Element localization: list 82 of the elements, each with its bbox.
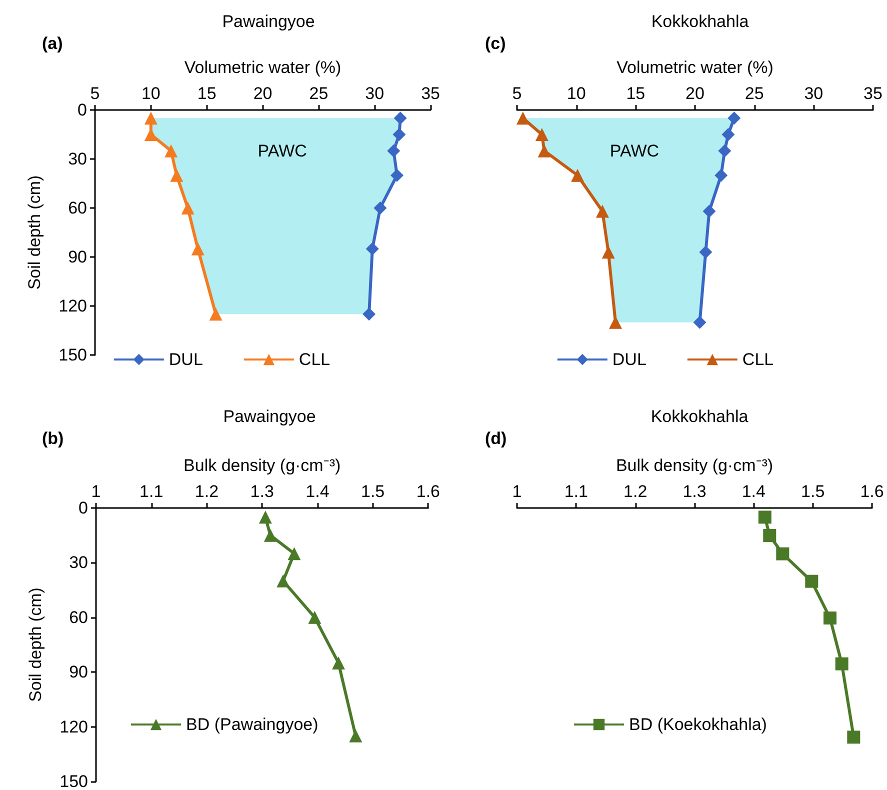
- x-tick-label: 1.4: [306, 482, 330, 501]
- legend-label: CLL: [742, 350, 774, 369]
- legend-label: BD (Pawaingyoe): [186, 715, 318, 734]
- y-axis-title: Soil depth (cm): [25, 175, 44, 290]
- point: [718, 144, 732, 158]
- x-tick-label: 10: [141, 84, 160, 103]
- x-tick-label: 1.6: [416, 482, 440, 501]
- y-tick-label: 0: [78, 100, 87, 120]
- point: [516, 112, 530, 125]
- y-tick-label: 150: [60, 772, 88, 790]
- y-tick-label: 90: [68, 248, 87, 266]
- x-tick-label: 1.3: [250, 482, 274, 501]
- y-tick-label: 60: [69, 608, 88, 627]
- x-tick-label: 5: [90, 84, 100, 103]
- x-tick-label: 30: [365, 84, 384, 103]
- y-tick-label: 150: [58, 346, 87, 364]
- point: [722, 128, 735, 141]
- point: [571, 168, 584, 182]
- chart-title: Pawaingyoe: [223, 407, 316, 426]
- x-tick-label: 35: [421, 84, 440, 103]
- chart-title: Kokkokhahla: [651, 12, 750, 31]
- point: [776, 547, 790, 560]
- point: [602, 246, 615, 259]
- y-tick-label: 30: [68, 150, 87, 168]
- text: (b): [42, 429, 64, 448]
- x-axis-title: Bulk density (g·cm⁻³): [616, 456, 774, 475]
- legend-label: DUL: [168, 350, 203, 369]
- x-tick-label: 1.5: [801, 482, 825, 501]
- point: [693, 316, 706, 329]
- point: [763, 529, 776, 542]
- legend-label: DUL: [612, 350, 646, 369]
- point: [535, 128, 548, 141]
- x-tick-label: 30: [804, 84, 824, 103]
- x-tick-label: 1.2: [624, 482, 648, 501]
- x-tick-label: 1: [91, 482, 101, 501]
- y-axis-title: Soil depth (cm): [26, 588, 45, 702]
- y-tick-label: 90: [69, 662, 88, 682]
- x-tick-label: 15: [197, 84, 216, 103]
- point: [823, 612, 836, 624]
- point: [714, 168, 728, 182]
- x-tick-label: 1: [512, 482, 522, 501]
- x-axis-title: Volumetric water (%): [616, 58, 774, 77]
- point: [702, 204, 716, 218]
- x-tick-label: 1.3: [682, 482, 706, 501]
- x-tick-label: 15: [626, 84, 646, 103]
- chart-title: Kokkokhahla: [650, 407, 749, 426]
- x-tick-label: 25: [744, 84, 764, 103]
- point: [538, 144, 551, 158]
- legend-label: BD (Koekokhahla): [629, 715, 767, 734]
- x-tick-label: 25: [309, 84, 328, 103]
- point: [728, 112, 741, 125]
- x-axis-title: Bulk density (g·cm⁻³): [184, 456, 341, 475]
- text: (d): [485, 429, 507, 448]
- x-tick-label: 1.6: [860, 482, 884, 501]
- text: (c): [485, 34, 506, 53]
- x-tick-label: 35: [864, 84, 882, 103]
- x-axis-title: Volumetric water (%): [184, 58, 342, 77]
- x-tick-label: 5: [512, 84, 522, 103]
- chart-title: Pawaingyoe: [222, 12, 315, 31]
- legend-label: CLL: [298, 350, 330, 369]
- point: [699, 246, 712, 259]
- point: [758, 510, 772, 524]
- text: (a): [42, 34, 63, 53]
- point: [805, 574, 818, 588]
- x-tick-label: 20: [253, 84, 272, 103]
- x-tick-label: 1.1: [140, 482, 164, 501]
- y-tick-label: 60: [68, 198, 87, 218]
- x-tick-label: 1.4: [742, 482, 766, 501]
- x-tick-label: 20: [686, 84, 704, 103]
- x-tick-label: 1.5: [361, 482, 385, 501]
- point: [847, 730, 860, 744]
- y-tick-label: 120: [58, 296, 87, 316]
- y-tick-label: 30: [69, 553, 88, 572]
- x-tick-label: 10: [566, 84, 586, 103]
- y-tick-label: 0: [78, 498, 88, 518]
- point: [835, 657, 848, 670]
- annotation: PAWC: [258, 141, 307, 160]
- x-tick-label: 1.2: [194, 482, 219, 501]
- point: [596, 204, 609, 218]
- y-tick-label: 120: [60, 717, 88, 736]
- annotation: PAWC: [610, 141, 660, 160]
- x-tick-label: 1.1: [564, 482, 588, 501]
